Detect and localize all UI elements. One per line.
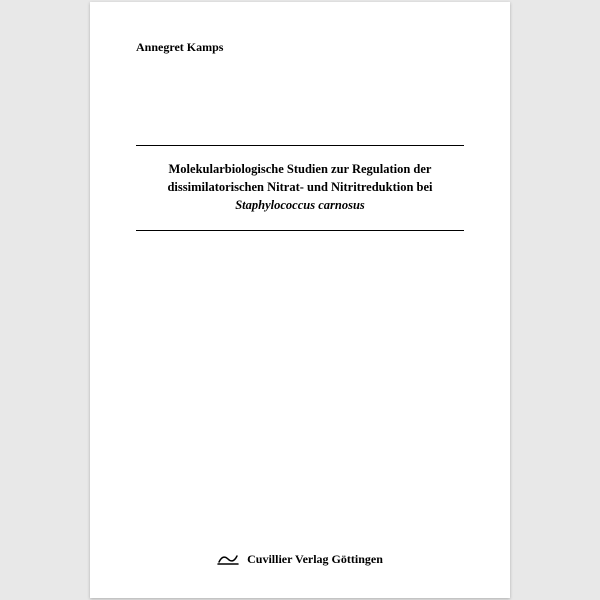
book-cover-page: Annegret Kamps Molekularbiologische Stud… — [90, 2, 510, 598]
publisher-logo-icon — [217, 551, 239, 567]
publisher-name: Cuvillier Verlag Göttingen — [247, 552, 383, 567]
title-line-3-species: Staphylococcus carnosus — [140, 196, 460, 214]
title-line-1: Molekularbiologische Studien zur Regulat… — [140, 160, 460, 178]
author-name: Annegret Kamps — [136, 40, 464, 55]
title-block: Molekularbiologische Studien zur Regulat… — [136, 145, 464, 231]
footer-inner: Cuvillier Verlag Göttingen — [217, 551, 383, 567]
footer: Cuvillier Verlag Göttingen — [90, 551, 510, 572]
title-line-2: dissimilatorischen Nitrat- und Nitritred… — [140, 178, 460, 196]
